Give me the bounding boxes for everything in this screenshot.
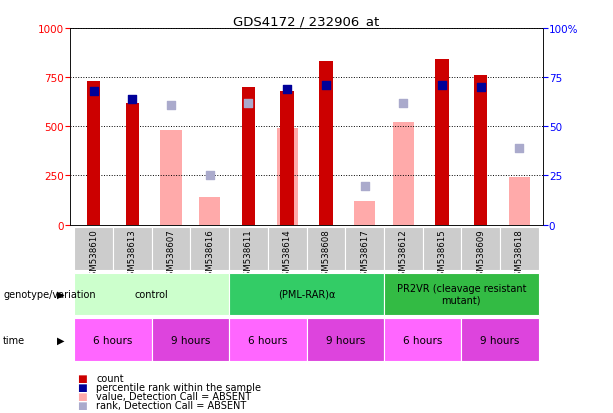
Text: GSM538608: GSM538608 [321,228,330,281]
Text: GSM538610: GSM538610 [89,228,98,281]
Bar [384,227,422,271]
Bar [319,62,333,225]
Bar [191,227,229,271]
Point [128,96,137,103]
Point [398,100,408,107]
Point [89,88,99,95]
Text: GSM538615: GSM538615 [438,228,446,281]
Bar [87,82,101,225]
Point [514,145,524,152]
Text: ■: ■ [77,373,86,383]
Text: value, Detection Call = ABSENT: value, Detection Call = ABSENT [96,391,251,401]
Point [243,100,253,107]
Text: 6 hours: 6 hours [403,335,442,345]
Point [166,102,176,109]
Bar [461,227,500,271]
Text: 9 hours: 9 hours [326,335,365,345]
Bar [384,318,461,361]
Bar [152,318,229,361]
Point [321,83,331,89]
Text: GSM538609: GSM538609 [476,228,485,281]
Text: (PML-RAR)α: (PML-RAR)α [278,289,335,299]
Bar [461,318,539,361]
Bar [435,60,449,225]
Text: GSM538616: GSM538616 [205,228,215,281]
Point [282,86,292,93]
Bar [268,227,306,271]
Bar [242,88,255,225]
Text: time: time [3,335,25,345]
Bar [229,227,268,271]
Bar [500,227,539,271]
Text: GSM538612: GSM538612 [398,228,408,281]
Bar [422,227,461,271]
Text: percentile rank within the sample: percentile rank within the sample [96,382,261,392]
Bar [199,197,221,225]
Text: 9 hours: 9 hours [171,335,210,345]
Text: ▶: ▶ [57,335,64,345]
Point [437,83,447,89]
Bar [306,227,345,271]
Text: ▶: ▶ [57,289,64,299]
Text: ■: ■ [77,391,86,401]
Bar [392,123,414,225]
Text: count: count [96,373,124,383]
Bar [152,227,191,271]
Bar [354,202,375,225]
Bar [384,273,539,316]
Point [476,84,485,91]
Text: control: control [135,289,169,299]
Text: rank, Detection Call = ABSENT: rank, Detection Call = ABSENT [96,400,246,410]
Text: GSM538614: GSM538614 [283,228,292,281]
Text: GSM538613: GSM538613 [128,228,137,281]
Bar [229,318,306,361]
Point [205,173,215,179]
Text: GSM538607: GSM538607 [167,228,175,281]
Text: GSM538617: GSM538617 [360,228,369,281]
Bar [113,227,152,271]
Text: ■: ■ [77,400,86,410]
Bar [74,273,229,316]
Bar [161,131,181,225]
Text: 9 hours: 9 hours [480,335,520,345]
Bar [126,104,139,225]
Bar [306,318,384,361]
Text: 6 hours: 6 hours [248,335,287,345]
Bar [474,76,487,225]
Text: GSM538618: GSM538618 [515,228,524,281]
Bar [280,92,294,225]
Bar [345,227,384,271]
Point [360,183,370,190]
Text: PR2VR (cleavage resistant
mutant): PR2VR (cleavage resistant mutant) [397,283,526,305]
Text: ■: ■ [77,382,86,392]
Bar [276,129,298,225]
Bar [509,178,530,225]
Text: GSM538611: GSM538611 [244,228,253,281]
Bar [74,227,113,271]
Bar [229,273,384,316]
Bar [74,318,152,361]
Text: 6 hours: 6 hours [93,335,133,345]
Title: GDS4172 / 232906_at: GDS4172 / 232906_at [234,15,379,28]
Text: genotype/variation: genotype/variation [3,289,96,299]
